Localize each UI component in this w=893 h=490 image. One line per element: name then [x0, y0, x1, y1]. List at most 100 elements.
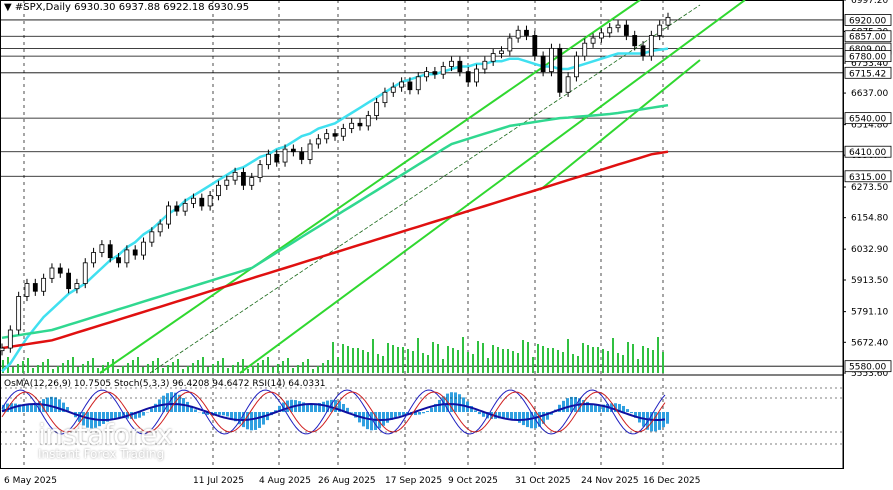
y-tick-label: 5913.50	[851, 276, 888, 286]
candle-body	[166, 205, 171, 225]
volume-bar	[477, 341, 479, 373]
candle-body	[224, 179, 230, 186]
volume-bar	[112, 359, 114, 373]
volume-bar	[532, 357, 534, 373]
candle-body	[607, 27, 613, 34]
candle-body	[49, 267, 55, 279]
macd-histogram-bar	[390, 412, 393, 420]
candle-body	[540, 55, 546, 73]
candle-body	[357, 122, 363, 127]
macd-histogram-bar	[290, 399, 293, 412]
candle-body	[249, 177, 255, 186]
volume-bar	[522, 340, 524, 373]
level-label: 6540.00	[849, 115, 886, 125]
volume-bar	[592, 347, 594, 373]
volume-bar	[22, 361, 24, 373]
candle-body	[24, 283, 30, 297]
y-tick-label: 5672.40	[851, 338, 888, 348]
volume-bar	[627, 342, 629, 373]
candle-body	[41, 277, 47, 292]
candle-body	[282, 148, 288, 163]
candle-body	[465, 71, 471, 83]
volume-bar	[367, 352, 369, 373]
macd-histogram-bar	[438, 399, 441, 412]
macd-histogram-bar	[418, 412, 421, 415]
volume-bar	[237, 362, 239, 373]
volume-bar	[657, 337, 659, 373]
macd-histogram-bar	[482, 412, 485, 417]
volume-bar	[227, 368, 229, 373]
candle-body	[232, 171, 238, 181]
volume-bar	[457, 350, 459, 373]
candle-body	[0, 347, 5, 352]
candle-body	[615, 24, 621, 29]
macd-histogram-bar	[114, 412, 117, 419]
macd-histogram-bar	[426, 410, 429, 412]
macd-histogram-bar	[138, 412, 141, 418]
macd-histogram-bar	[2, 404, 5, 412]
volume-bar	[427, 355, 429, 373]
macd-histogram-bar	[214, 412, 217, 415]
volume-bar	[647, 348, 649, 373]
candle-body	[532, 35, 538, 57]
level-label: 6780.00	[849, 53, 886, 63]
volume-bar	[562, 352, 564, 373]
macd-histogram-bar	[350, 412, 353, 413]
channel-line	[539, 59, 701, 191]
macd-histogram-bar	[498, 412, 501, 419]
volume-bar	[462, 337, 464, 373]
volume-bar	[232, 365, 234, 373]
candle-body	[191, 197, 196, 204]
collapse-arrow-icon[interactable]: ▼	[4, 2, 12, 13]
candle-body	[490, 53, 496, 62]
volume-bar	[502, 349, 504, 373]
macd-histogram-bar	[218, 412, 221, 415]
volume-bar	[507, 349, 509, 373]
candle-body	[623, 24, 629, 36]
macd-histogram-bar	[250, 412, 253, 431]
y-tick-label: 6273.50	[851, 183, 888, 193]
macd-histogram-bar	[446, 393, 449, 412]
macd-histogram-bar	[414, 412, 417, 416]
candle-body	[390, 86, 396, 93]
candle-body	[324, 133, 330, 140]
candle-body	[474, 68, 479, 83]
candle-body	[365, 115, 371, 127]
macd-histogram-bar	[150, 408, 153, 412]
volume-bar	[387, 343, 389, 373]
indicator-header: OsMA(12,26,9) 10.7505 Stoch(5,3,3) 96.42…	[4, 379, 326, 389]
volume-bar	[497, 347, 499, 373]
volume-bar	[102, 365, 104, 373]
level-label: 6715.42	[849, 69, 886, 79]
macd-histogram-bar	[394, 412, 397, 418]
macd-histogram-bar	[90, 412, 93, 429]
level-label: 6857.00	[849, 33, 886, 43]
macd-histogram-bar	[106, 412, 109, 422]
candle-body	[557, 47, 563, 93]
volume-bar	[432, 342, 434, 373]
level-box	[844, 14, 892, 26]
y-tick-label: 6753.40	[851, 59, 888, 69]
macd-histogram-bar	[254, 412, 257, 430]
volume-bar	[352, 348, 354, 373]
macd-histogram-bar	[582, 399, 585, 412]
macd-histogram-bar	[510, 412, 513, 420]
volume-bar	[412, 351, 414, 373]
macd-histogram-bar	[486, 412, 489, 419]
macd-histogram-bar	[134, 412, 137, 419]
y-tick-label: 6154.80	[851, 214, 888, 224]
macd-histogram-bar	[86, 412, 89, 428]
candle-body	[565, 76, 571, 93]
chart-header: ▼ #SPX,Daily 6930.30 6937.88 6922.18 693…	[4, 2, 249, 13]
candle-body	[549, 47, 554, 73]
candle-body	[149, 231, 155, 243]
volume-bar	[557, 350, 559, 373]
candle-body	[265, 153, 271, 166]
volume-bar	[482, 343, 484, 373]
macd-histogram-bar	[186, 401, 189, 412]
stoch-main-line	[1, 389, 666, 435]
candle-body	[515, 29, 521, 39]
volume-bar	[67, 360, 69, 373]
level-box	[844, 145, 892, 158]
